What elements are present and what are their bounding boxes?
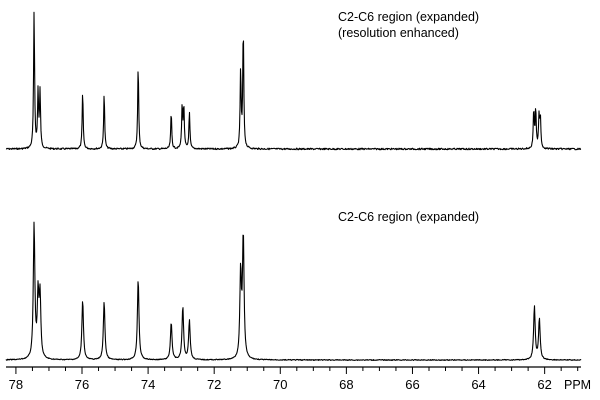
ppm-tick-label: 76 [75, 377, 89, 392]
ppm-tick-label: 66 [405, 377, 419, 392]
ppm-tick-label: 64 [471, 377, 485, 392]
top-spectrum-trace [5, 11, 582, 151]
ppm-tick-label: 74 [141, 377, 155, 392]
top-spectrum-subtitle: (resolution enhanced) [338, 26, 459, 40]
ppm-tick-label: 68 [339, 377, 353, 392]
bottom-spectrum-panel: C2-C6 region (expanded) [5, 210, 582, 361]
ppm-tick-label: 72 [207, 377, 221, 392]
ppm-axis-ticks: 78 76 74 72 70 68 66 64 62 [9, 367, 579, 392]
ppm-tick-label: 78 [9, 377, 23, 392]
ppm-tick-label: 70 [273, 377, 287, 392]
top-spectrum-panel: C2-C6 region (expanded) (resolution enha… [5, 10, 582, 151]
top-spectrum-title: C2-C6 region (expanded) [338, 10, 479, 24]
bottom-spectrum-title: C2-C6 region (expanded) [338, 210, 479, 224]
ppm-tick-label: 62 [537, 377, 551, 392]
ppm-axis-unit-label: PPM [564, 378, 591, 392]
bottom-spectrum-trace [5, 221, 582, 361]
ppm-axis: 78 76 74 72 70 68 66 64 62 PPM [6, 366, 591, 392]
